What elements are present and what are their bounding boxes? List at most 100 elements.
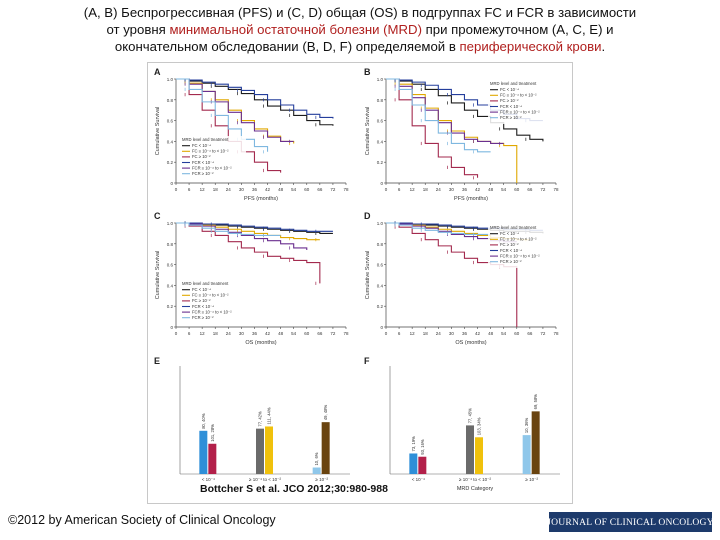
x-tick-label: 36 (462, 331, 468, 336)
km-chart-b: 0 0.2 0.4 0.6 0.8 1.0 0 6 12 18 24 30 36 42 48 54 60 66 72… (365, 77, 559, 202)
panel-b: B 0 0.2 0.4 0.6 0.8 1.0 0 6 12 18 24 30 36 42 48 54 60 66… (362, 67, 568, 210)
bar-data-label: 77, 42% (258, 411, 263, 427)
bar-data-label: 49, 48% (323, 405, 328, 421)
survival-curve-2 (176, 78, 295, 144)
bar-data-label: 73, 19% (411, 436, 416, 452)
legend-box (488, 80, 554, 124)
bar-data-label: 80, 40% (201, 413, 206, 429)
bar (466, 425, 474, 474)
y-tick-label: 0.2 (167, 160, 174, 165)
x-tick-label: 30 (239, 187, 245, 192)
group-label: ≥ 10⁻² (315, 477, 328, 482)
x-tick-label: 72 (540, 331, 546, 336)
x-tick-label: 60 (304, 187, 310, 192)
y-tick-label: 0 (380, 181, 383, 186)
title-line-3: окончательном обследовании (B, D, F) опр… (8, 38, 712, 55)
x-tick-label: 30 (449, 331, 455, 336)
survival-curve-6 (386, 78, 491, 153)
bar-data-label: 93, 16% (420, 439, 425, 455)
legend-entry: FC ≥ 10⁻⁴ to < 10⁻² (500, 237, 537, 242)
legend-entry: FC < 10⁻⁴ (500, 231, 519, 236)
panel-d: D 0 0.2 0.4 0.6 0.8 1.0 0 6 12 18 24 30 36 42 48 54 60 66… (362, 211, 568, 354)
group-label: ≥ 10⁻⁴ to < 10⁻² (459, 477, 492, 482)
x-tick-label: 54 (501, 331, 507, 336)
title-line-2-pre: от уровня (106, 22, 170, 37)
y-tick-label: 1.0 (377, 77, 384, 82)
bar (409, 453, 418, 474)
bar (418, 456, 427, 474)
x-tick-label: 0 (175, 331, 178, 336)
bar-x-axis-label: MRD Category (457, 486, 494, 492)
x-tick-label: 66 (317, 331, 323, 336)
y-axis-label: Cumulative Survival (365, 251, 371, 300)
y-tick-label: 0.6 (167, 119, 174, 124)
panel-f: F 73, 19% 93, 16% < 10⁻⁴ 77, 45% 103, 34% ≥ 1… (362, 356, 568, 498)
x-tick-label: 66 (527, 331, 533, 336)
bar-data-label: 103, 34% (477, 417, 482, 435)
bar (522, 435, 531, 474)
group-label: ≥ 10⁻² (525, 477, 538, 482)
bar-data-label: 69, 58% (533, 394, 538, 410)
panel-c: C 0 0.2 0.4 0.6 0.8 1.0 0 6 12 18 24 30 36 42 48 54 60 66… (152, 211, 358, 354)
legend-entry: FCR < 10⁻⁴ (500, 104, 522, 109)
panel-a: A 0 0.2 0.4 0.6 0.8 1.0 0 6 12 18 24 30 36 42 48 54 60 66… (152, 67, 358, 210)
x-tick-label: 24 (436, 331, 442, 336)
bar (256, 428, 264, 474)
copyright-notice: ©2012 by American Society of Clinical On… (8, 513, 276, 527)
x-tick-label: 12 (200, 331, 206, 336)
y-tick-label: 0.2 (167, 304, 174, 309)
legend-entry: FC ≥ 10⁻² (192, 154, 211, 159)
legend-entry: FC ≥ 10⁻⁴ to < 10⁻² (192, 293, 229, 298)
legend-entry: FCR ≥ 10⁻² (500, 115, 522, 120)
group-label: < 10⁻⁴ (202, 477, 215, 482)
survival-curve-5 (176, 78, 294, 142)
legend-entry: FCR ≥ 10⁻² (192, 315, 214, 320)
bar (531, 411, 540, 474)
legend-entry: FCR ≥ 10⁻⁴ to < 10⁻² (500, 253, 540, 258)
legend-entry: FCR ≥ 10⁻⁴ to < 10⁻² (500, 109, 540, 114)
title-line-2-post: при промежуточном (A, C, E) и (421, 22, 614, 37)
title-highlight-blood: периферической крови (459, 39, 602, 54)
x-tick-label: 48 (278, 187, 284, 192)
title-line-1: (A, B) Беспрогрессивная (PFS) и (C, D) о… (83, 5, 637, 20)
x-tick-label: 48 (278, 331, 284, 336)
y-tick-label: 0.6 (167, 263, 174, 268)
group-label: ≥ 10⁻⁴ to < 10⁻² (249, 477, 282, 482)
panel-e-letter: E (154, 356, 161, 366)
citation: Bottcher S et al. JCO 2012;30:980-988 (200, 483, 388, 495)
title-line-3-post: . (601, 39, 606, 54)
x-tick-label: 36 (252, 331, 258, 336)
survival-curve-6 (176, 222, 281, 237)
x-tick-label: 0 (385, 331, 388, 336)
survival-curve-1 (176, 78, 334, 126)
y-tick-label: 1.0 (167, 221, 174, 226)
title-highlight-mrd: минимальной остаточной болезни (MRD) (169, 22, 422, 37)
legend-box (180, 136, 246, 180)
x-tick-label: 72 (330, 187, 336, 192)
bar-data-label: 111, 44% (267, 407, 272, 424)
x-tick-label: 18 (423, 187, 429, 192)
group-label: < 10⁻⁴ (412, 477, 425, 482)
survival-curve-5 (386, 78, 504, 145)
panel-e: E 80, 40% 101, 28% < 10⁻⁴ 77, 42% 111, 44% ≥ … (152, 356, 358, 498)
panel-c-letter: C (154, 211, 161, 221)
x-tick-label: 12 (410, 187, 416, 192)
legend-entry: FC < 10⁻⁴ (192, 143, 211, 148)
x-tick-label: 78 (343, 187, 349, 192)
bar (208, 443, 217, 474)
y-axis-label: Cumulative Survival (155, 251, 161, 300)
x-tick-label: 24 (226, 187, 232, 192)
x-tick-label: 6 (398, 187, 401, 192)
survival-curve-6 (386, 222, 491, 235)
legend-entry: FC ≥ 10⁻² (500, 98, 519, 103)
survival-curve-3 (176, 222, 321, 284)
title-line-3-pre: окончательном обследовании (B, D, F) опр… (114, 39, 460, 54)
x-tick-label: 60 (514, 187, 520, 192)
x-tick-label: 18 (213, 331, 219, 336)
y-tick-label: 0.6 (377, 263, 384, 268)
x-tick-label: 36 (252, 187, 258, 192)
legend-entry: FCR ≥ 10⁻² (192, 171, 214, 176)
x-tick-label: 54 (291, 187, 297, 192)
x-tick-label: 60 (514, 331, 520, 336)
x-tick-label: 6 (188, 187, 191, 192)
